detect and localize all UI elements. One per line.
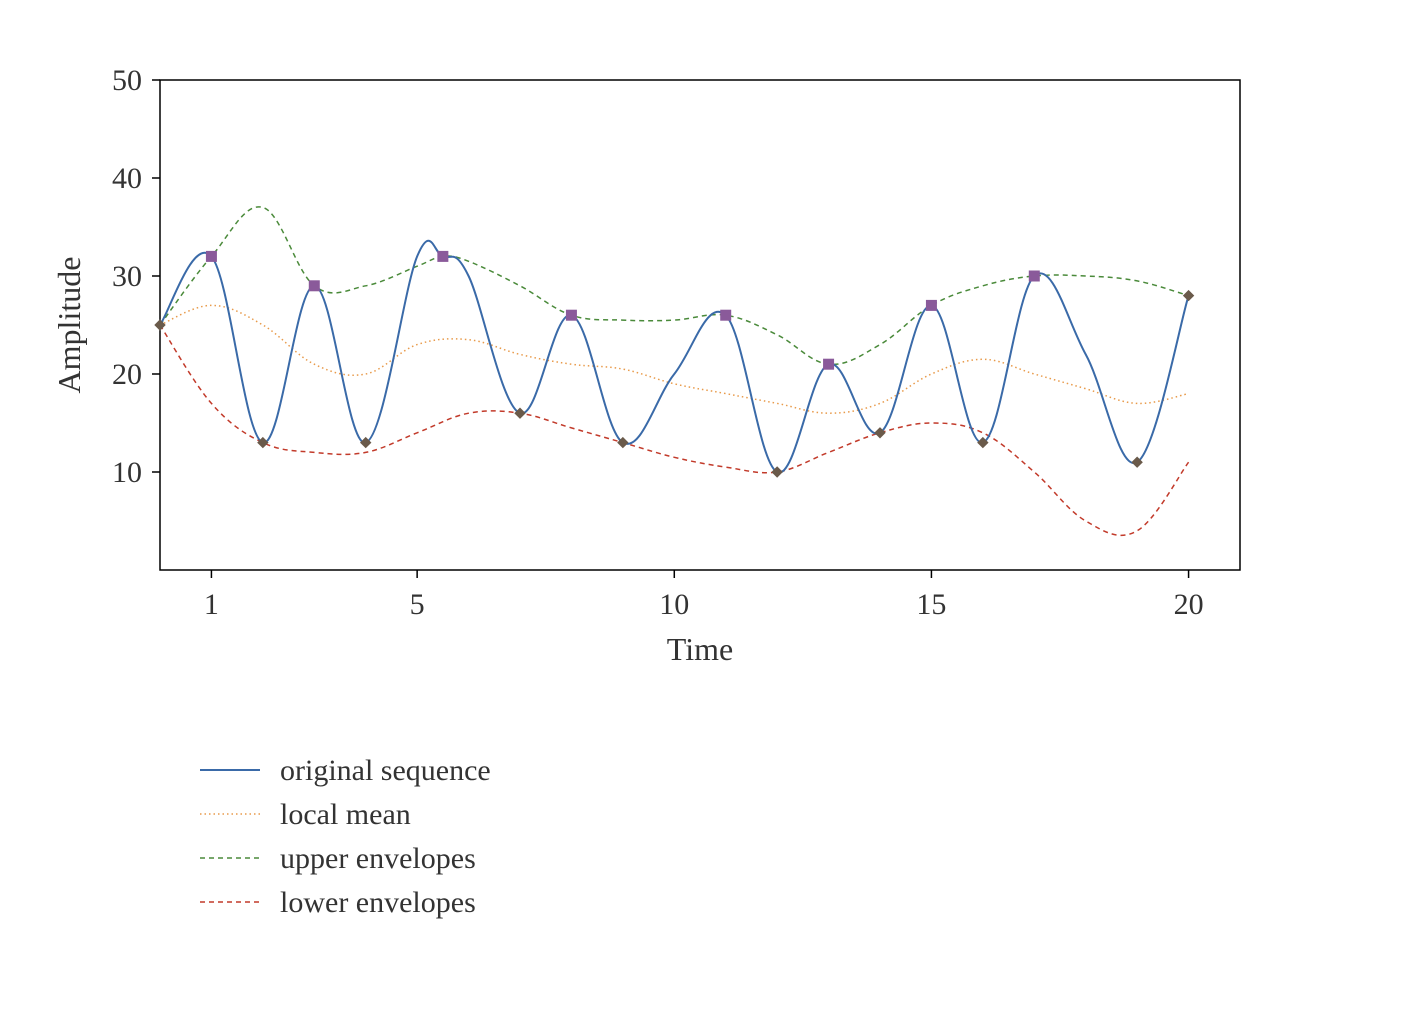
x-tick-label: 10 [659, 588, 689, 621]
chart-container: 15101520Time1020304050Amplitudeoriginal … [0, 0, 1414, 1024]
peak-marker [824, 359, 834, 369]
legend-label-upper: upper envelopes [280, 842, 476, 875]
peak-marker [309, 281, 319, 291]
trough-marker [155, 320, 165, 330]
plot-border [160, 80, 1240, 570]
peak-marker [926, 300, 936, 310]
trough-marker [1184, 291, 1194, 301]
y-axis-label: Amplitude [51, 257, 87, 394]
legend-label-lower: lower envelopes [280, 886, 476, 919]
y-tick-label: 30 [112, 260, 142, 293]
legend-label-local_mean: local mean [280, 798, 411, 831]
series-local_mean [160, 305, 1189, 413]
y-tick-label: 20 [112, 358, 142, 391]
x-tick-label: 5 [410, 588, 425, 621]
x-tick-label: 1 [204, 588, 219, 621]
peak-marker [438, 251, 448, 261]
peak-marker [721, 310, 731, 320]
series-lower [160, 325, 1189, 535]
envelope-chart: 15101520Time1020304050Amplitudeoriginal … [0, 0, 1414, 1024]
x-axis-label: Time [667, 631, 733, 667]
peak-marker [566, 310, 576, 320]
peak-marker [206, 251, 216, 261]
legend-label-original: original sequence [280, 754, 491, 787]
x-tick-label: 20 [1174, 588, 1204, 621]
y-tick-label: 40 [112, 162, 142, 195]
y-tick-label: 10 [112, 456, 142, 489]
x-tick-label: 15 [916, 588, 946, 621]
y-tick-label: 50 [112, 64, 142, 97]
peak-marker [1029, 271, 1039, 281]
